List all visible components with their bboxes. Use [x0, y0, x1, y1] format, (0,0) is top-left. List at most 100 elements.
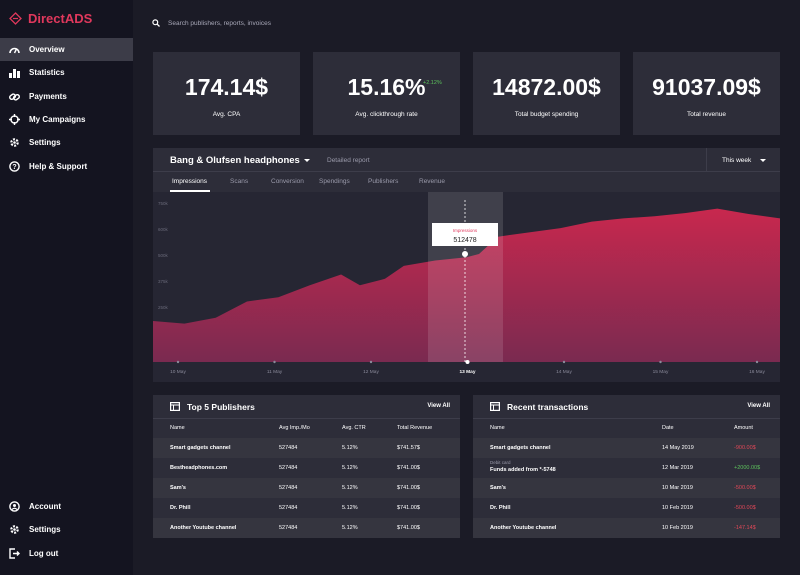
- search-bar[interactable]: Search publishers, reports, invoices: [152, 19, 271, 27]
- x-tick-dot: [273, 360, 276, 364]
- kpi-label: Avg. clickthrough rate: [355, 111, 418, 118]
- kpi-change: +2.12%: [423, 80, 442, 86]
- sidebar-item-help-support[interactable]: ? Help & Support: [0, 155, 133, 178]
- cell-amount: -500.00$: [734, 505, 756, 511]
- cell-amount: -500.00$: [734, 485, 756, 491]
- table-row[interactable]: Sam's 10 Mar 2019 -500.00$: [473, 478, 780, 498]
- col-name[interactable]: Name: [170, 425, 185, 431]
- sidebar-item-settings[interactable]: Settings: [0, 131, 133, 154]
- tab-scans[interactable]: Scans: [230, 178, 249, 185]
- cell-name: Smart gadgets channel: [490, 445, 551, 451]
- kpi-value: 91037.09$: [652, 74, 761, 100]
- table-header: Recent transactions View All: [473, 395, 780, 419]
- table-row[interactable]: Another Youtube channel 527484 5.12% $74…: [153, 518, 460, 538]
- col-ctr[interactable]: Avg. CTR: [342, 425, 366, 431]
- tooltip-box: [432, 223, 498, 246]
- x-tick-dot: [369, 360, 373, 364]
- link-icon: [9, 92, 20, 101]
- sidebar-item-label: Account: [29, 502, 61, 511]
- app-logo[interactable]: DirectADS: [9, 11, 92, 26]
- x-tick-label: 10 May: [170, 369, 186, 375]
- column-headers: Name Date Amount: [473, 419, 780, 436]
- table-row[interactable]: Bestheadphones.com 527484 5.12% $741.00$: [153, 458, 460, 478]
- campaign-selector[interactable]: Bang & Olufsen headphones: [170, 155, 310, 166]
- chevron-down-icon: [760, 158, 767, 162]
- sidebar-item-label: Settings: [29, 138, 61, 147]
- sidebar: DirectADS Overview Statistics Payments M…: [0, 0, 133, 575]
- detailed-report-link[interactable]: Detailed report: [327, 157, 370, 164]
- cell-name: Funds added from *-5748: [490, 467, 556, 473]
- sidebar-item-overview[interactable]: Overview: [0, 38, 133, 61]
- cell-amount: -147.14$: [734, 525, 756, 531]
- help-icon: ?: [9, 161, 20, 172]
- kpi-value: 14872.00$: [492, 74, 601, 100]
- table-row[interactable]: Debit card Funds added from *-5748 12 Ma…: [473, 458, 780, 478]
- cell-date: 10 Feb 2019: [662, 525, 693, 531]
- impressions-area: [153, 208, 780, 362]
- gear-icon: [10, 525, 19, 534]
- svg-text:?: ?: [12, 164, 16, 171]
- cell-ctr: 5.12%: [342, 445, 358, 451]
- cell-imp: 527484: [279, 445, 298, 451]
- table-header: Top 5 Publishers View All: [153, 395, 460, 419]
- table-row[interactable]: Dr. Phill 10 Feb 2019 -500.00$: [473, 498, 780, 518]
- sidebar-item-label: Statistics: [29, 68, 65, 77]
- x-tick-label: 15 May: [653, 369, 669, 375]
- cell-name: Dr. Phill: [170, 505, 191, 511]
- cell-imp: 527484: [279, 525, 298, 531]
- sidebar-item-my-campaigns[interactable]: My Campaigns: [0, 108, 133, 131]
- table-row[interactable]: Smart gadgets channel 527484 5.12% $741.…: [153, 438, 460, 458]
- period-label: This week: [722, 156, 752, 164]
- x-tick-label: 16 May: [749, 369, 765, 375]
- col-imp[interactable]: Avg Imp./Mo: [279, 425, 310, 431]
- col-amount[interactable]: Amount: [734, 425, 753, 431]
- table-title: Top 5 Publishers: [187, 401, 255, 412]
- x-tick-dot: [176, 360, 180, 364]
- cell-revenue: $741.57$: [397, 445, 420, 451]
- view-all-link[interactable]: View All: [427, 403, 450, 409]
- cell-ctr: 5.12%: [342, 505, 358, 511]
- tab-impressions[interactable]: Impressions: [172, 178, 208, 185]
- col-revenue[interactable]: Total Revenue: [397, 425, 433, 431]
- hover-point[interactable]: [462, 251, 468, 257]
- cell-date: 10 Feb 2019: [662, 505, 693, 511]
- table-row[interactable]: Dr. Phill 527484 5.12% $741.00$: [153, 498, 460, 518]
- table-row[interactable]: Another Youtube channel 10 Feb 2019 -147…: [473, 518, 780, 538]
- period-dropdown[interactable]: This week: [706, 148, 780, 172]
- table-row[interactable]: Sam's 527484 5.12% $741.00$: [153, 478, 460, 498]
- x-tick-label: 11 May: [267, 369, 283, 375]
- gear-icon: [10, 138, 19, 147]
- sidebar-item-label: Overview: [29, 45, 65, 54]
- tab-spendings[interactable]: Spendings: [319, 178, 350, 185]
- cell-name: Smart gadgets channel: [170, 445, 231, 451]
- cell-revenue: $741.00$: [397, 465, 420, 471]
- col-date[interactable]: Date: [662, 425, 674, 431]
- tab-publishers[interactable]: Publishers: [368, 178, 399, 185]
- tab-conversion[interactable]: Conversion: [271, 178, 304, 185]
- diamond-logo-icon: [9, 12, 22, 25]
- sidebar-item-account[interactable]: Account: [0, 495, 133, 518]
- sidebar-item-payments[interactable]: Payments: [0, 85, 133, 108]
- col-name[interactable]: Name: [490, 425, 505, 431]
- sidebar-item-label: My Campaigns: [29, 115, 86, 124]
- table-row[interactable]: Smart gadgets channel 14 May 2019 -900.0…: [473, 438, 780, 458]
- cell-ctr: 5.12%: [342, 525, 358, 531]
- cell-amount: +2000.00$: [734, 465, 761, 471]
- view-all-link[interactable]: View All: [747, 403, 770, 409]
- cell-imp: 527484: [279, 505, 298, 511]
- tooltip-value: 512478: [453, 237, 476, 244]
- sidebar-item-settings-bottom[interactable]: Settings: [0, 518, 133, 541]
- tooltip-label: Impressions: [453, 228, 478, 233]
- publishers-table: Top 5 Publishers View All Name Avg Imp./…: [153, 395, 460, 538]
- tab-revenue[interactable]: Revenue: [419, 178, 446, 185]
- cell-subtitle: Debit card: [490, 460, 511, 465]
- x-tick-label: 12 May: [363, 369, 379, 375]
- x-tick-dot: [755, 360, 759, 364]
- kpi-card-avg-cpa: 174.14$ Avg. CPA: [153, 52, 300, 135]
- search-input[interactable]: Search publishers, reports, invoices: [168, 19, 271, 27]
- sidebar-item-logout[interactable]: Log out: [0, 542, 133, 565]
- logout-icon: [9, 548, 20, 559]
- sidebar-item-statistics[interactable]: Statistics: [0, 61, 133, 84]
- user-icon: [9, 501, 20, 512]
